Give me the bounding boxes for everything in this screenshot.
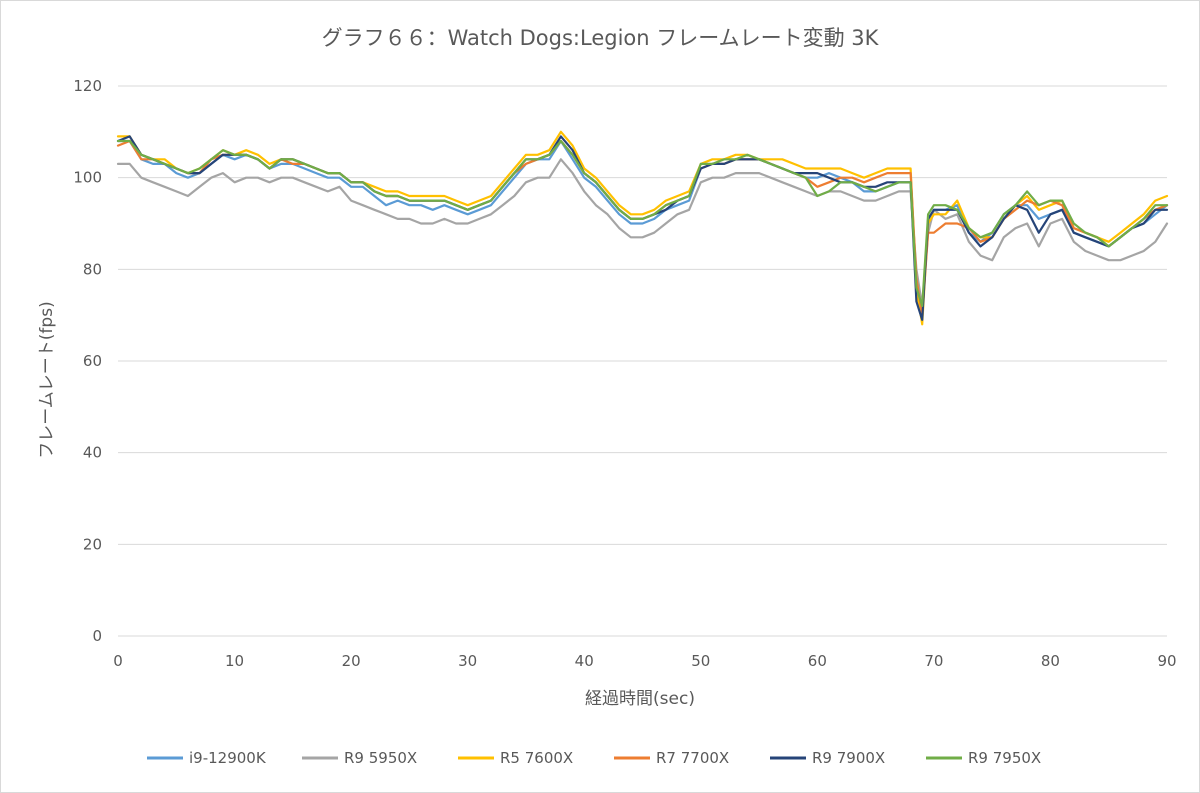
x-tick-label: 10 xyxy=(225,652,244,670)
x-tick-label: 80 xyxy=(1041,652,1060,670)
y-tick-label: 80 xyxy=(83,260,102,278)
legend-label-5: R9 7950X xyxy=(968,749,1041,767)
x-tick-label: 50 xyxy=(691,652,710,670)
y-axis-ticks: 0 20 40 60 80 100 120 xyxy=(73,77,102,645)
y-tick-label: 0 xyxy=(92,627,102,645)
series-line-5 xyxy=(116,139,1169,308)
x-tick-label: 20 xyxy=(342,652,361,670)
series-line-2 xyxy=(116,130,1169,326)
legend: i9-12900K R9 5950X R5 7600X R7 7700X R9 7900… xyxy=(147,749,1041,767)
x-tick-label: 70 xyxy=(924,652,943,670)
legend-label-4: R9 7900X xyxy=(812,749,885,767)
legend-label-2: R5 7600X xyxy=(500,749,573,767)
y-tick-label: 100 xyxy=(73,169,102,187)
x-tick-label: 0 xyxy=(113,652,123,670)
x-tick-label: 90 xyxy=(1157,652,1176,670)
legend-label-0: i9-12900K xyxy=(189,749,267,767)
x-tick-label: 60 xyxy=(808,652,827,670)
x-tick-label: 30 xyxy=(458,652,477,670)
x-tick-label: 40 xyxy=(575,652,594,670)
y-tick-label: 60 xyxy=(83,352,102,370)
series-line-0 xyxy=(116,139,1169,317)
legend-label-3: R7 7700X xyxy=(656,749,729,767)
x-axis-title: 経過時間(sec) xyxy=(585,689,695,709)
y-axis-title: フレームレート(fps) xyxy=(37,301,57,458)
gridlines xyxy=(118,85,1167,637)
legend-label-1: R9 5950X xyxy=(344,749,417,767)
series-line-1 xyxy=(116,158,1169,308)
x-axis-ticks: 0 10 20 30 40 50 60 70 80 90 xyxy=(113,652,1176,670)
chart-title: グラフ６６：Watch Dogs:Legion フレームレート変動 3K xyxy=(322,26,880,50)
series-lines xyxy=(116,130,1169,326)
y-tick-label: 120 xyxy=(73,77,102,95)
y-tick-label: 20 xyxy=(83,535,102,553)
y-tick-label: 40 xyxy=(83,444,102,462)
